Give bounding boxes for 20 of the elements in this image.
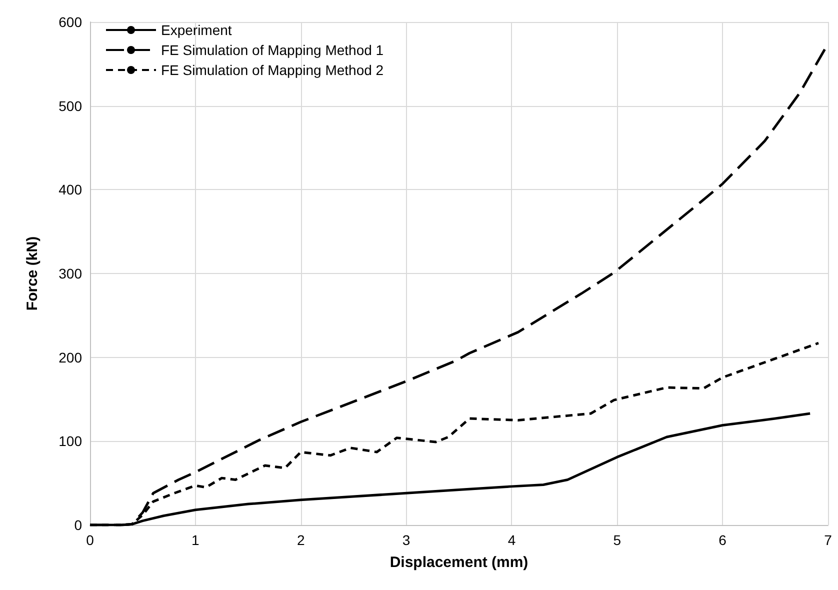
legend-label: FE Simulation of Mapping Method 1 [161, 42, 384, 58]
x-axis-title: Displacement (mm) [390, 554, 528, 571]
x-tick-label: 6 [718, 532, 727, 548]
legend-label: Experiment [161, 22, 232, 38]
y-tick-label: 300 [58, 266, 82, 282]
y-tick-label: 400 [58, 182, 82, 198]
y-tick-label: 500 [58, 98, 82, 114]
x-tick-label: 2 [296, 532, 305, 548]
x-tick-label: 1 [192, 532, 200, 548]
x-tick-label: 5 [613, 532, 622, 548]
x-tick-label: 0 [86, 532, 94, 548]
y-tick-label: 600 [58, 14, 82, 30]
y-axis-title: Force (kN) [24, 236, 41, 311]
x-tick-label: 4 [508, 532, 516, 548]
y-tick-label: 0 [74, 517, 82, 533]
x-tick-label: 7 [824, 532, 832, 548]
y-tick-label: 200 [58, 349, 82, 366]
x-tick-label: 3 [402, 532, 410, 548]
y-tick-label: 100 [58, 433, 82, 450]
legend-label: FE Simulation of Mapping Method 2 [161, 62, 384, 78]
